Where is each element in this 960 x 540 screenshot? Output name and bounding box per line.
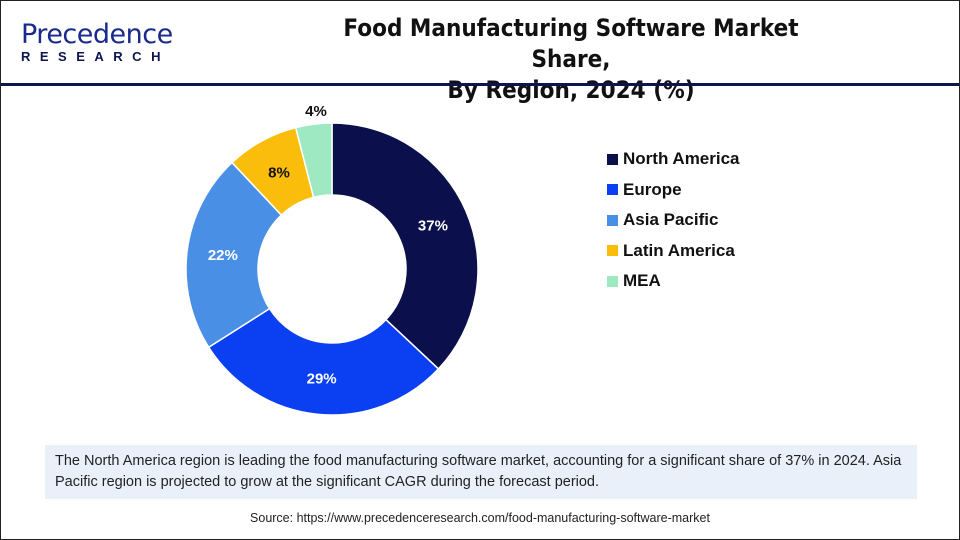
data-label: 22% <box>208 247 238 264</box>
data-label: 29% <box>307 371 337 388</box>
legend-item: Europe <box>607 175 740 206</box>
slice-north-america <box>331 122 479 371</box>
title-line-2: By Region, 2024 (%) <box>447 76 695 104</box>
legend-label: North America <box>623 149 740 169</box>
precedence-research-logo: Precedence RESEARCH <box>17 19 173 65</box>
data-label: 37% <box>418 217 448 234</box>
legend-item: Latin America <box>607 236 740 267</box>
source-text: Source: https://www.precedenceresearch.c… <box>250 511 710 525</box>
slice-mea <box>294 122 333 199</box>
chart-title: Food Manufacturing Software Market Share… <box>301 13 841 106</box>
data-label: 4% <box>305 103 327 120</box>
legend-swatch <box>607 153 618 165</box>
legend-swatch <box>607 245 618 257</box>
legend-item: North America <box>607 144 740 175</box>
legend-swatch <box>607 214 618 226</box>
legend-label: MEA <box>623 271 661 291</box>
legend-item: MEA <box>607 266 740 297</box>
logo-sub: RESEARCH <box>21 49 170 64</box>
legend-item: Asia Pacific <box>607 205 740 236</box>
legend-swatch <box>607 184 618 196</box>
slice-europe <box>207 307 440 416</box>
donut-chart: 37% 29% 22% 8% 4% <box>185 103 479 416</box>
logo-word: Precedence <box>21 19 173 50</box>
legend-swatch <box>607 275 618 287</box>
summary-note: The North America region is leading the … <box>45 445 917 499</box>
slice-asia-pacific <box>185 161 283 349</box>
header-divider <box>1 83 959 86</box>
legend-label: Europe <box>623 179 682 199</box>
legend: North America Europe Asia Pacific Latin Ame… <box>607 144 740 297</box>
legend-label: Latin America <box>623 240 735 260</box>
title-line-1: Food Manufacturing Software Market Share… <box>343 14 799 73</box>
legend-label: Asia Pacific <box>623 210 719 230</box>
data-label: 8% <box>268 165 290 182</box>
